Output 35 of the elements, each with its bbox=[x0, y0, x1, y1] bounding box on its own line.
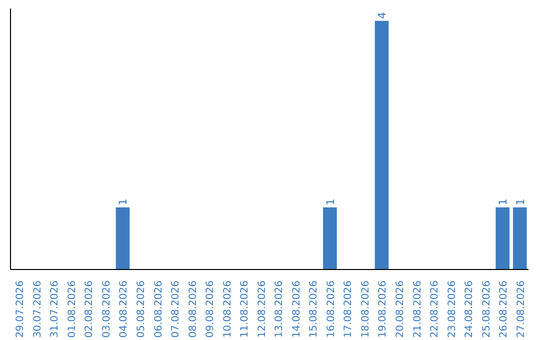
x-tick-label: 08.08.2026 bbox=[188, 280, 199, 338]
x-tick-label: 06.08.2026 bbox=[153, 280, 164, 338]
x-tick-label: 10.08.2026 bbox=[222, 280, 234, 338]
data-label: 4 bbox=[376, 12, 389, 19]
x-tick-label: 31.07.2026 bbox=[50, 280, 61, 338]
data-label: 1 bbox=[116, 198, 130, 206]
x-tick-label: 01.08.2026 bbox=[66, 280, 78, 338]
data-label: 1 bbox=[496, 198, 510, 206]
x-tick-label: 05.08.2026 bbox=[136, 280, 147, 338]
x-tick-label: 27.08.2026 bbox=[516, 280, 527, 338]
x-tick-label: 17.08.2026 bbox=[343, 280, 354, 338]
x-tick-label: 07.08.2026 bbox=[170, 280, 182, 338]
x-tick-label: 02.08.2026 bbox=[84, 280, 96, 338]
x-tick-label: 30.07.2026 bbox=[32, 280, 44, 338]
x-tick-label: 25.08.2026 bbox=[481, 280, 492, 338]
x-tick-label: 18.08.2026 bbox=[360, 280, 372, 338]
x-tick-label: 24.08.2026 bbox=[464, 280, 476, 338]
x-tick-label: 16.08.2026 bbox=[326, 280, 337, 338]
data-label: 1 bbox=[514, 198, 527, 206]
x-tick-label: 20.08.2026 bbox=[395, 280, 406, 338]
data-label: 1 bbox=[324, 198, 337, 206]
x-tick-label: 23.08.2026 bbox=[446, 280, 458, 338]
x-tick-label: 11.08.2026 bbox=[240, 280, 251, 338]
x-tick-label: 22.08.2026 bbox=[430, 280, 441, 338]
x-tick-label: 21.08.2026 bbox=[412, 280, 424, 338]
x-tick-label: 19.08.2026 bbox=[378, 280, 389, 338]
x-tick-label: 29.07.2026 bbox=[15, 280, 26, 338]
x-tick-label: 09.08.2026 bbox=[205, 280, 216, 338]
x-tick-label: 26.08.2026 bbox=[498, 280, 510, 338]
x-tick-label: 15.08.2026 bbox=[308, 280, 320, 338]
x-tick-label: 12.08.2026 bbox=[256, 280, 268, 338]
x-tick-label: 03.08.2026 bbox=[101, 280, 112, 338]
x-tick-label: 13.08.2026 bbox=[274, 280, 286, 338]
x-tick-label: 14.08.2026 bbox=[291, 280, 302, 338]
x-tick-label: 04.08.2026 bbox=[118, 280, 130, 338]
